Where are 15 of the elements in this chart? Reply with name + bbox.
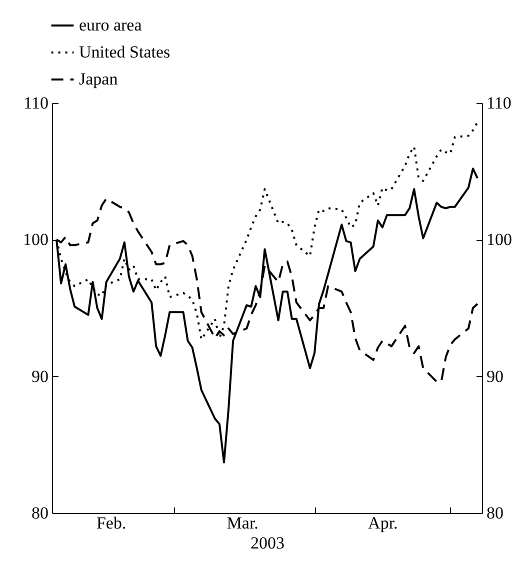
x-tick-label: Mar. [226,514,258,532]
y2-tick-label: 100 [486,230,512,250]
x-axis-title: 2003 [250,534,284,552]
legend-label: euro area [79,16,142,34]
y-tick-label: 80 [32,504,48,522]
y2-tick-label: 90 [486,366,504,386]
y2-tick-label: 80 [486,504,504,522]
y-tick-label: 110 [24,94,48,112]
y-tick-label: 100 [23,230,48,250]
legend-label: United States [79,42,170,62]
x-tick-label: Apr. [368,514,398,532]
y-tick-label: 90 [32,366,48,386]
legend-label: Japan [79,70,118,88]
x-tick-label: Feb. [96,514,126,532]
y2-tick-label: 110 [486,94,512,112]
